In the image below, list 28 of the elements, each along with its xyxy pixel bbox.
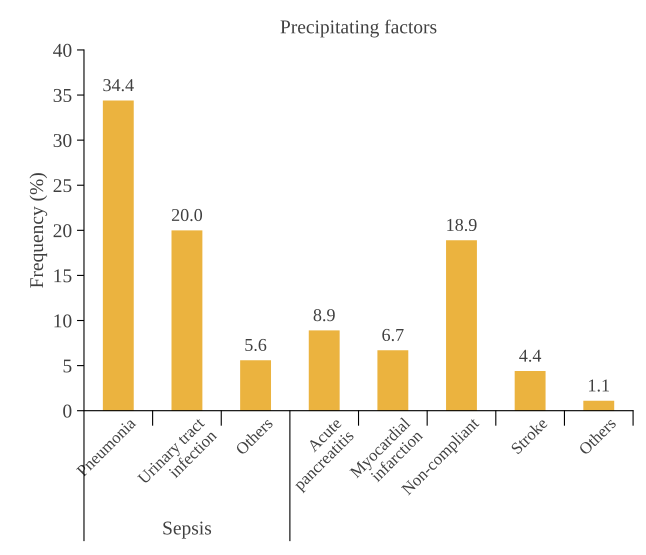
data-label: 34.4 bbox=[103, 79, 134, 92]
y-tick-label: 25 bbox=[54, 179, 72, 192]
y-tick-label: 30 bbox=[54, 134, 72, 148]
data-label: 6.7 bbox=[382, 328, 404, 342]
bar bbox=[446, 240, 477, 411]
bar bbox=[102, 100, 134, 411]
data-label: 4.4 bbox=[519, 350, 542, 362]
y-tick-label: 40 bbox=[53, 44, 72, 57]
chart-title: Precipitating factors bbox=[280, 20, 436, 38]
data-label: 1.1 bbox=[589, 379, 609, 392]
y-axis-title: Frequency (%) bbox=[29, 173, 48, 288]
text: Sepsis bbox=[163, 522, 212, 539]
bar bbox=[308, 330, 340, 411]
data-label: 5.6 bbox=[245, 338, 266, 352]
y-tick-label: 35 bbox=[54, 88, 72, 102]
bar bbox=[514, 371, 546, 411]
y-tick-label: 0 bbox=[63, 404, 72, 418]
y-tick-label: 20 bbox=[54, 224, 72, 238]
bar bbox=[171, 230, 202, 411]
y-tick-label: 5 bbox=[64, 360, 72, 373]
y-tick-label: 10 bbox=[54, 314, 72, 328]
bar bbox=[583, 400, 614, 411]
data-label: 18.9 bbox=[447, 218, 477, 232]
data-label: 20.0 bbox=[172, 208, 202, 222]
data-label: 8.9 bbox=[314, 309, 335, 322]
bar bbox=[240, 360, 272, 411]
bar bbox=[377, 350, 408, 411]
y-tick-label: 15 bbox=[54, 269, 72, 282]
